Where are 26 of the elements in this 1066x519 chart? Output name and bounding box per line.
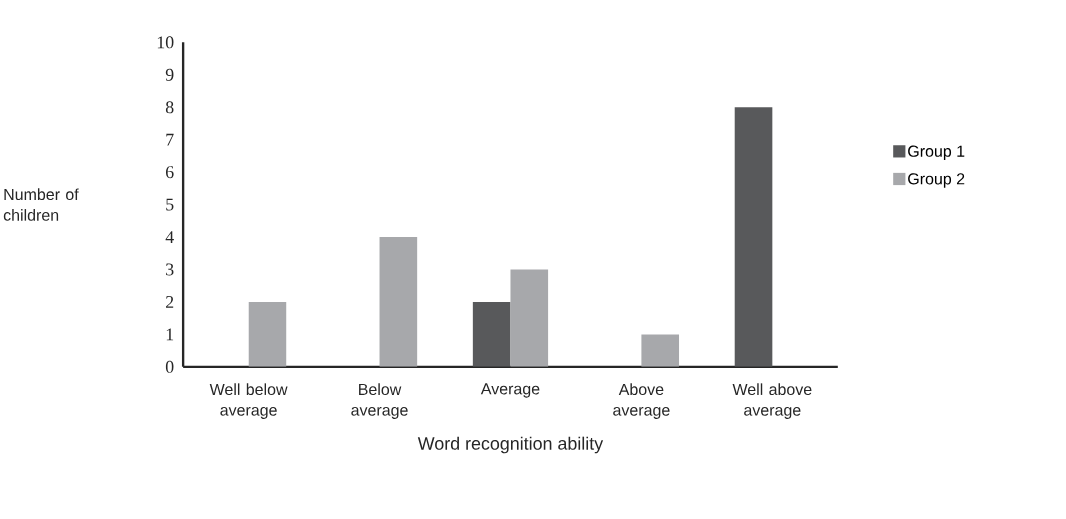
legend-label: Group 1: [908, 145, 965, 160]
y-tick-label: 9: [165, 68, 174, 81]
y-tick-label: 1: [166, 328, 174, 341]
x-tick-label: Well above average: [732, 383, 812, 419]
bar: [641, 334, 680, 367]
bar: [734, 107, 773, 367]
bar: [379, 236, 418, 367]
bar: [510, 269, 549, 367]
x-tick-label: Well below average: [209, 383, 288, 419]
y-tick-label: 3: [166, 263, 174, 276]
x-axis-title: Word recognition ability: [417, 436, 604, 454]
bar: [248, 301, 287, 367]
x-tick-label: Average: [480, 383, 540, 398]
y-tick-label: 5: [166, 198, 174, 211]
y-tick-label: 8: [165, 101, 174, 114]
x-tick-label: Below average: [351, 383, 408, 419]
y-tick-label: 4: [165, 231, 174, 243]
x-tick-label: Above average: [613, 383, 670, 419]
y-axis-title: Number of children: [3, 188, 79, 221]
y-tick-label: 0: [165, 360, 174, 373]
legend-label: Group 2: [908, 173, 965, 188]
y-tick-label: 2: [166, 295, 174, 308]
y-tick-label: 10: [157, 36, 174, 49]
y-tick-label: 6: [166, 166, 174, 179]
bar: [472, 301, 511, 367]
y-tick-label: 7: [166, 133, 174, 146]
